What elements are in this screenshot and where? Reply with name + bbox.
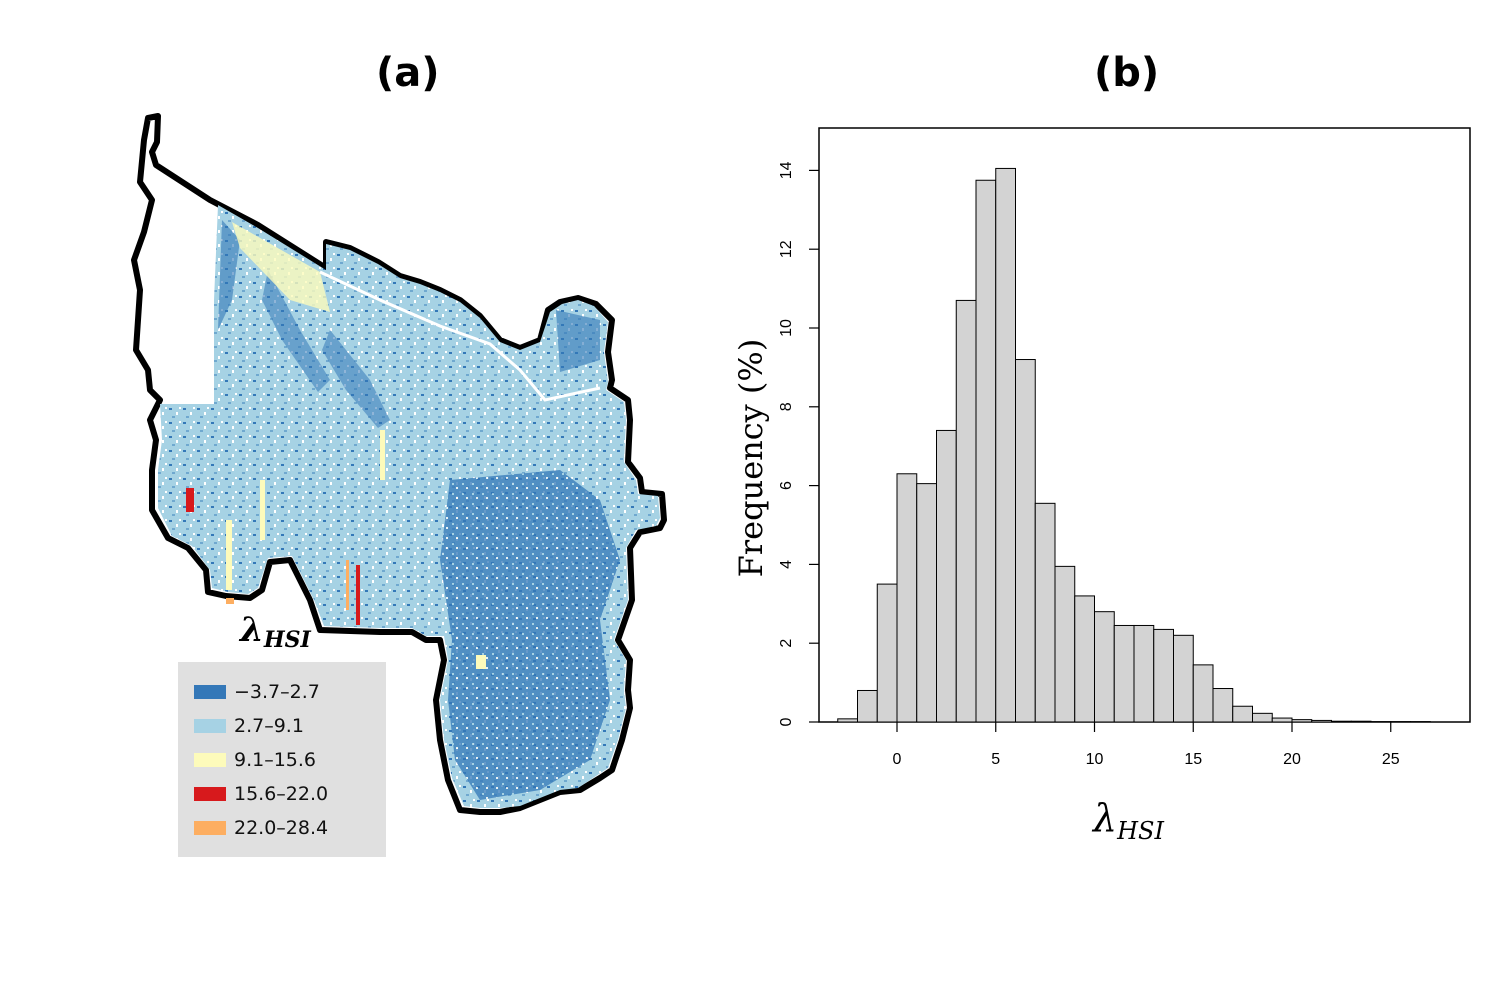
y-tick-label: 0 — [778, 717, 795, 726]
legend-item: 15.6–22.0 — [194, 780, 328, 808]
histogram-bar — [1153, 628, 1174, 723]
histogram-bar — [1094, 611, 1115, 723]
histogram-bar — [1074, 595, 1095, 723]
map-patch-dark — [440, 470, 620, 800]
histogram-bar — [837, 718, 858, 723]
map-patch-yellow — [476, 655, 486, 669]
x-tick-label: 20 — [1283, 751, 1301, 768]
legend-swatch — [194, 753, 226, 767]
legend-swatch — [194, 787, 226, 801]
legend-swatch — [194, 821, 226, 835]
histogram-bar — [995, 167, 1016, 723]
region-outline — [131, 113, 667, 815]
histogram-bar — [1232, 705, 1253, 723]
map-patch-dark — [218, 220, 240, 330]
legend-item: 22.0–28.4 — [194, 814, 328, 842]
map-patch-yellow — [260, 480, 265, 540]
legend-label: 2.7–9.1 — [234, 715, 304, 737]
histogram-bar — [1133, 624, 1155, 723]
legend-label: 22.0–28.4 — [234, 817, 329, 839]
histogram-bar — [1034, 502, 1056, 723]
histogram-bar — [857, 689, 878, 723]
map-patch-red — [356, 565, 360, 625]
y-tick-label: 6 — [778, 481, 795, 490]
histogram-bar — [1311, 719, 1332, 723]
map-patch-dark — [322, 330, 390, 428]
histogram-bar — [1331, 720, 1352, 723]
map-patch-dark — [556, 310, 600, 372]
legend-label: −3.7–2.7 — [234, 681, 320, 703]
y-tick-label: 4 — [778, 560, 795, 569]
panel-a-label: (a) — [376, 50, 440, 96]
legend-swatch — [194, 685, 226, 699]
x-tick-label: 5 — [991, 751, 1000, 768]
map-patch-yellow — [232, 222, 330, 312]
histogram-bar — [876, 583, 898, 723]
histogram-bar — [1015, 359, 1036, 723]
histogram-bar — [896, 473, 918, 723]
histogram-bar — [1192, 664, 1214, 723]
y-tick-label: 10 — [778, 319, 795, 337]
histogram-bar — [1212, 688, 1234, 723]
legend-label: 9.1–15.6 — [234, 749, 317, 771]
histogram-bar — [955, 299, 977, 723]
map-legend-title: λHSI — [240, 610, 311, 653]
histogram-bar — [936, 429, 957, 723]
histogram-bar — [975, 179, 997, 723]
x-tick-label: 25 — [1382, 751, 1400, 768]
y-tick-label: 12 — [778, 240, 795, 258]
legend-swatch — [194, 719, 226, 733]
histogram-bar — [1252, 712, 1273, 723]
histogram-bar — [916, 483, 937, 723]
y-tick-label: 8 — [778, 402, 795, 411]
x-tick-label: 10 — [1086, 751, 1104, 768]
histogram-bar — [1173, 634, 1194, 723]
x-axis: 0 5 10 15 20 25 — [893, 722, 1400, 768]
map-patch-orange — [226, 598, 234, 604]
map-figure — [131, 113, 667, 815]
map-patch-orange — [346, 560, 349, 610]
y-axis-label: Frequency (%) — [732, 339, 770, 578]
legend-label: 15.6–22.0 — [234, 783, 329, 805]
histogram-bar — [1291, 719, 1313, 723]
map-patch-yellow — [380, 430, 385, 480]
histogram-bars — [837, 167, 1431, 723]
y-tick-label: 2 — [778, 639, 795, 648]
legend-item: 2.7–9.1 — [194, 712, 304, 740]
legend-item: 9.1–15.6 — [194, 746, 316, 774]
legend-item: −3.7–2.7 — [194, 678, 320, 706]
histogram-bar — [1350, 720, 1372, 723]
x-tick-label: 0 — [893, 751, 902, 768]
map-river — [319, 270, 601, 402]
y-axis: 0 2 4 6 8 10 12 14 — [778, 161, 819, 726]
histogram-bar — [1113, 624, 1135, 723]
panel-b-label: (b) — [1094, 50, 1160, 96]
map-patch-yellow — [226, 520, 232, 590]
x-axis-label: λHSI — [1093, 796, 1164, 845]
map-patch-dark — [262, 270, 330, 392]
map-legend: −3.7–2.7 2.7–9.1 9.1–15.6 15.6–22.0 22.0… — [178, 662, 386, 857]
histogram-bar — [1271, 717, 1293, 723]
y-tick-label: 14 — [778, 161, 795, 179]
map-patch-red — [186, 488, 194, 512]
x-tick-label: 15 — [1184, 751, 1202, 768]
histogram-bar — [1054, 565, 1076, 723]
